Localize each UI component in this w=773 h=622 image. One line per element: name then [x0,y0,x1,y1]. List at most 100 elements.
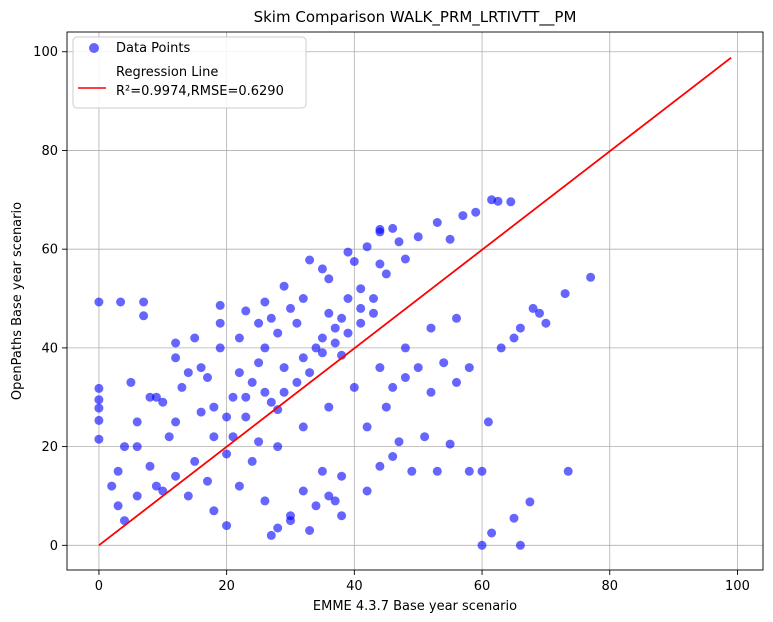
data-point [215,343,225,353]
data-point [330,496,340,506]
data-point [375,227,385,237]
data-point [266,397,276,407]
data-point [94,415,104,425]
data-point [369,294,378,303]
data-point [330,338,340,348]
plot-frame [66,31,764,571]
data-point [477,540,487,550]
data-point [234,481,244,491]
data-point [362,242,372,252]
data-point [241,412,251,422]
data-point [343,247,353,257]
data-point [439,358,449,368]
data-point [400,343,410,353]
y-tick-label: 100 [33,45,58,60]
data-point [215,300,225,310]
data-point [356,318,366,328]
data-point [183,491,193,501]
data-point [190,333,200,343]
data-point [324,308,334,318]
data-point [254,318,264,328]
data-point [158,397,168,407]
data-point [515,540,525,550]
data-point [126,377,136,387]
legend-marker-data-points [89,43,99,53]
data-point [113,466,123,476]
data-point [215,318,225,328]
data-point [337,313,347,323]
data-point [222,521,232,531]
data-point [94,395,104,405]
data-point [324,274,334,284]
data-point [305,368,315,378]
data-point [477,466,487,476]
data-point [445,234,455,244]
data-point [260,343,270,353]
data-point [541,318,551,328]
data-point [452,377,461,387]
data-point [203,476,212,486]
data-point [458,211,468,221]
data-point [209,506,219,516]
x-axis-label: EMME 4.3.7 Base year scenario [313,599,517,614]
data-point [222,449,232,459]
data-point [132,417,142,427]
data-points-layer [94,195,596,550]
data-point [525,497,535,507]
data-point [279,281,289,291]
data-point [94,434,104,444]
data-point [563,466,573,476]
data-point [560,289,570,299]
data-point [254,437,264,447]
data-point [286,511,295,521]
data-point [196,363,206,373]
data-point [464,466,474,476]
data-point [509,513,519,523]
data-point [171,353,181,363]
data-point [535,308,544,318]
data-point [190,456,200,466]
legend-annotation-regression: R²=0.9974,RMSE=0.6290 [116,84,284,99]
data-point [317,466,327,476]
data-point [483,417,493,427]
y-tick-label: 40 [41,341,58,356]
data-point [171,471,181,481]
data-point [171,338,181,348]
data-point [234,368,244,378]
data-point [413,232,423,242]
data-point [234,333,244,343]
data-point [132,442,142,452]
data-point [260,387,270,397]
x-tick-label: 40 [346,579,363,594]
data-point [375,259,385,269]
data-point [381,402,391,412]
data-point [94,403,104,413]
data-point [107,481,117,491]
legend-box [72,36,307,109]
x-tick-label: 60 [474,579,491,594]
data-point [487,528,497,538]
data-point [177,382,187,392]
data-point [139,311,149,321]
data-point [286,303,295,313]
data-point [452,313,461,323]
data-point [445,439,455,449]
regression-line-layer [98,56,732,547]
data-point [222,412,232,422]
data-point [228,432,238,442]
data-point [113,501,123,511]
data-point [317,264,327,274]
x-tick-label: 100 [725,579,750,594]
data-point [183,368,193,378]
data-point [394,237,404,247]
data-point [413,363,423,373]
data-point [362,422,372,432]
data-point [151,392,161,402]
data-point [381,269,391,279]
data-point [400,254,410,264]
data-point [298,353,308,363]
data-point [241,306,251,316]
data-point [330,323,340,333]
data-point [279,363,289,373]
